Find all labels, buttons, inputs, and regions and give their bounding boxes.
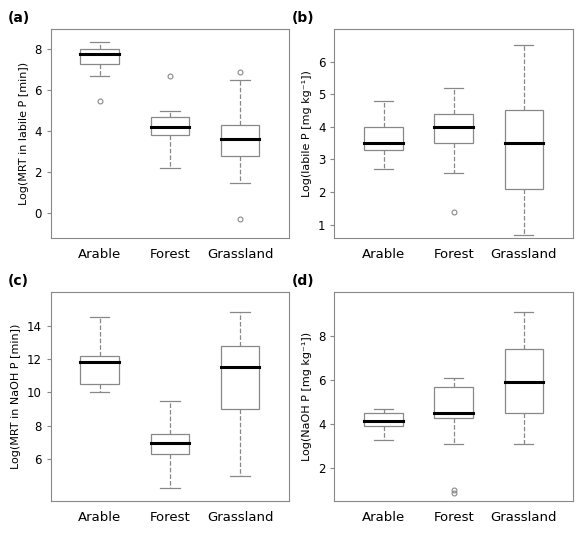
Y-axis label: Log(MRT in NaOH P [min]): Log(MRT in NaOH P [min]) [11,324,21,469]
Bar [221,346,259,409]
Bar [364,413,403,426]
Bar [505,111,543,189]
Bar [151,117,189,135]
Y-axis label: Log(MRT in labile P [min]): Log(MRT in labile P [min]) [19,62,29,205]
Text: (d): (d) [291,274,314,288]
Bar [434,114,473,143]
Y-axis label: Log(labile P [mg kg⁻¹]): Log(labile P [mg kg⁻¹]) [303,70,312,197]
Bar [151,434,189,454]
Bar [364,127,403,150]
Bar [434,387,473,418]
Text: (c): (c) [8,274,29,288]
Text: (a): (a) [8,11,30,25]
Bar [81,49,119,64]
Bar [81,356,119,384]
Y-axis label: Log(NaOH P [mg kg⁻¹]): Log(NaOH P [mg kg⁻¹]) [303,332,312,461]
Bar [221,125,259,156]
Text: (b): (b) [291,11,314,25]
Bar [505,349,543,413]
